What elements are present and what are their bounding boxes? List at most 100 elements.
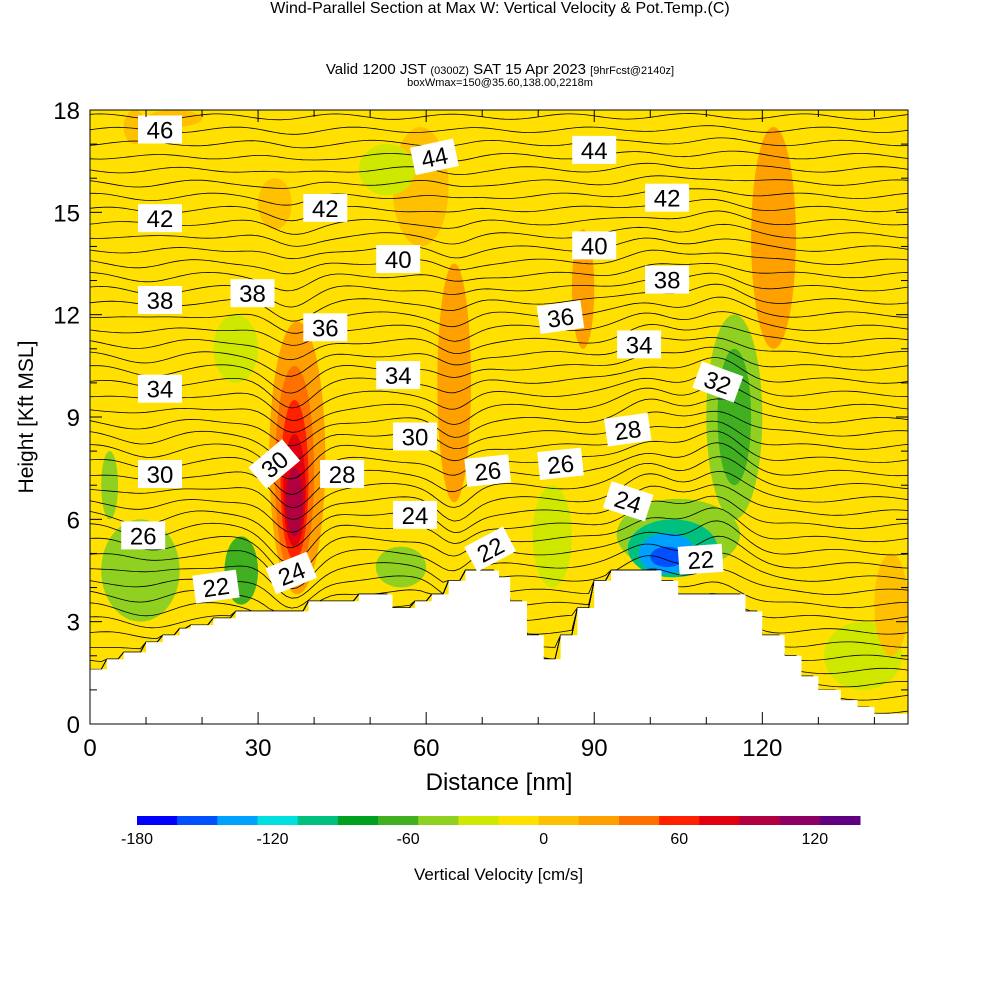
colorbar-swatch-17 (819, 816, 861, 825)
isentrope-label-text: 26 (473, 457, 502, 487)
valid-date: SAT 15 Apr 2023 (473, 61, 586, 78)
isentrope-label-2: 44 (572, 135, 617, 165)
colorbar-tick-label: -180 (121, 831, 153, 848)
isentrope-label-box (393, 422, 437, 451)
isentrope-33 (90, 262, 908, 292)
isentrope-label-box (248, 439, 301, 489)
colorbar-swatch-7 (418, 816, 459, 825)
isentrope-label-text: 44 (419, 142, 451, 174)
isentrope-27 (90, 336, 908, 377)
isentrope-11 (90, 535, 908, 599)
isentrope-45 (90, 113, 908, 121)
isentrope-label-box (138, 460, 182, 488)
isentrope-label-text: 46 (147, 118, 174, 145)
isentrope-17 (90, 456, 908, 520)
colorbar-swatch-12 (619, 816, 660, 825)
isentrope-label-box (376, 361, 421, 390)
isentrope-label-11: 36 (303, 313, 348, 342)
isentrope-label-text: 42 (312, 196, 339, 223)
y-tick-label: 6 (67, 507, 80, 534)
isentrope-label-box (230, 279, 275, 308)
isentrope-label-30: 22 (677, 543, 724, 575)
isentrope-label-text: 34 (385, 363, 412, 390)
isentrope-label-box (572, 135, 617, 164)
colorbar-tick-label: 120 (801, 831, 828, 848)
isentrope-label-box (192, 569, 240, 604)
isentrope-31 (90, 283, 908, 322)
colorbar-swatch-15 (739, 816, 781, 825)
colorbar-swatch-11 (578, 816, 620, 825)
isentrope-label-19: 30 (393, 422, 437, 452)
colorbar-swatch-14 (699, 816, 740, 825)
isentrope-label-box (536, 300, 585, 335)
y-tick-label: 18 (53, 98, 80, 125)
copyright-mark: (C) (707, 0, 730, 17)
colorbar: -180 -120 -60 0 60 120 Vertical Velocity [cm/s… (121, 816, 861, 884)
isentrope-label-text: 40 (581, 233, 608, 260)
isentrope-40 (90, 175, 908, 189)
isentrope-label-3: 42 (138, 204, 182, 233)
isentrope-label-box (464, 454, 512, 487)
isentrope-label-text: 44 (581, 138, 608, 165)
colorbar-swatch-3 (257, 816, 299, 825)
velocity-cell-6 (442, 297, 466, 452)
isentrope-25 (90, 357, 908, 409)
isentrope-label-text: 34 (147, 377, 174, 404)
isentrope-label-box (265, 551, 317, 595)
y-tick-label: 0 (67, 712, 80, 739)
colorbar-tick-label: -120 (257, 831, 289, 848)
x-tick-label: 120 (742, 735, 782, 762)
isentrope-label-box (537, 447, 584, 481)
velocity-cell-25 (375, 546, 427, 588)
isentrope-30 (90, 296, 908, 334)
isentrope-label-box (645, 265, 690, 294)
y-tick-label: 3 (67, 610, 80, 637)
y-tick-label: 12 (53, 303, 80, 330)
isentrope-label-box (376, 245, 421, 274)
isentrope-label-text: 42 (654, 186, 681, 213)
isentrope-44 (90, 125, 908, 135)
isentrope-label-text: 38 (147, 288, 174, 315)
isentrope-label-text: 30 (147, 462, 174, 489)
x-axis-label: Distance [nm] (426, 769, 573, 796)
x-tick-label: 90 (581, 735, 608, 762)
isentrope-39 (90, 188, 908, 206)
isentrope-28 (90, 324, 908, 361)
isentrope-label-text: 24 (402, 503, 429, 530)
terrain-profile (90, 570, 908, 724)
colorbar-swatch-0 (137, 816, 178, 825)
isentrope-43 (90, 137, 908, 149)
isentrope-41 (90, 162, 908, 176)
isentrope-37 (90, 210, 908, 235)
isentrope-label-box (409, 138, 459, 176)
isentrope-label-14: 34 (376, 361, 421, 390)
chart-subtitle: Valid 1200 JST (0300Z) SAT 15 Apr 2023 [… (0, 61, 1000, 78)
colorbar-swatch-10 (538, 816, 580, 825)
colorbar-label: Vertical Velocity [cm/s] (414, 865, 583, 884)
potential-temperature-contours (90, 113, 908, 714)
isentrope-label-text: 26 (130, 523, 157, 550)
isentrope-label-22: 26 (121, 521, 166, 550)
isentrope-label-box (572, 231, 617, 260)
isentrope-20 (90, 420, 908, 480)
colorbar-tick-label: 0 (539, 831, 548, 848)
colorbar-swatch-16 (779, 816, 821, 825)
velocity-cell-9 (756, 178, 785, 281)
isentrope-label-box (393, 500, 437, 529)
velocity-cell-4 (286, 468, 303, 537)
velocity-cell-14 (358, 144, 415, 196)
isentrope-label-6: 40 (376, 245, 421, 274)
isentrope-label-box (138, 115, 182, 144)
box-info: boxWmax=150@35.60,138.00,2218m (407, 77, 593, 89)
colorbar-swatch-5 (337, 816, 379, 825)
x-tick-label: 60 (413, 735, 440, 762)
isentrope-label-13: 34 (138, 374, 182, 404)
isentrope-label-text: 42 (147, 206, 174, 233)
isentrope-label-box (604, 412, 652, 447)
isentrope-15 (90, 484, 908, 549)
isentrope-label-text: 36 (546, 303, 576, 333)
isentrope-label-box (303, 313, 348, 342)
isentrope-label-0: 46 (138, 115, 182, 145)
isentrope-label-20: 28 (320, 460, 365, 489)
